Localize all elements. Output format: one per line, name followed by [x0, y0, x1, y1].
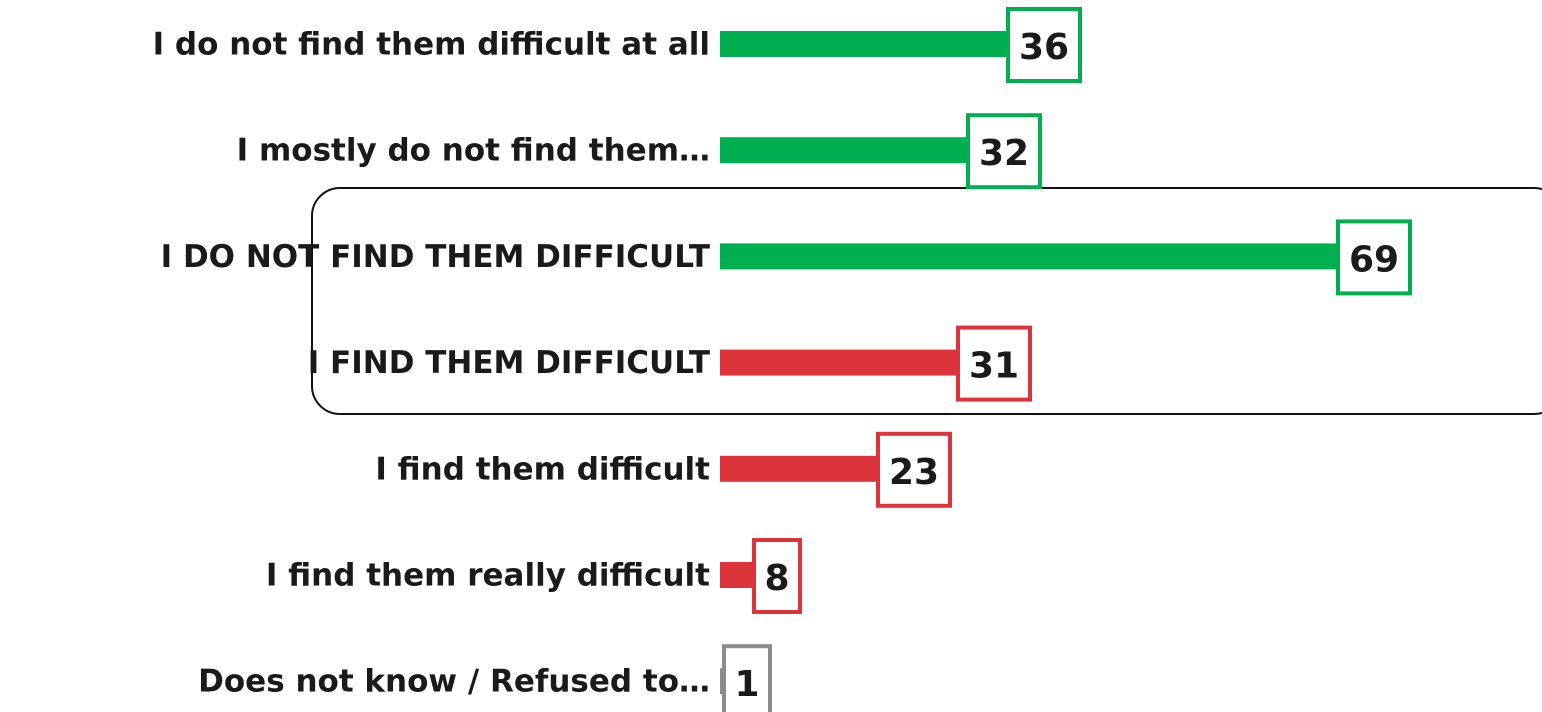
category-label: I FIND THEM DIFFICULT	[308, 345, 710, 381]
category-label: I DO NOT FIND THEM DIFFICULT	[161, 239, 710, 275]
value-label: 8	[764, 558, 789, 599]
value-box	[1336, 219, 1412, 296]
category-label: I mostly do not find them…	[237, 133, 710, 169]
value-label: 23	[889, 452, 939, 493]
value-label: 1	[734, 664, 759, 705]
value-label: 36	[1019, 27, 1069, 68]
value-box	[876, 431, 952, 508]
value-box	[966, 113, 1042, 190]
category-label: Does not know / Refused to…	[198, 664, 710, 700]
value-box	[956, 325, 1032, 402]
value-box	[752, 538, 802, 614]
value-label: 32	[979, 133, 1029, 174]
category-label: I find them difficult	[375, 451, 710, 487]
value-box	[1006, 7, 1082, 83]
value-label: 69	[1349, 239, 1399, 280]
highlight-frame	[311, 187, 1542, 415]
category-label: I do not find them difficult at all	[153, 27, 710, 63]
category-label: I find them really difficult	[266, 558, 710, 594]
value-label: 31	[969, 346, 1019, 387]
value-box	[722, 644, 772, 712]
bar	[720, 243, 1410, 270]
